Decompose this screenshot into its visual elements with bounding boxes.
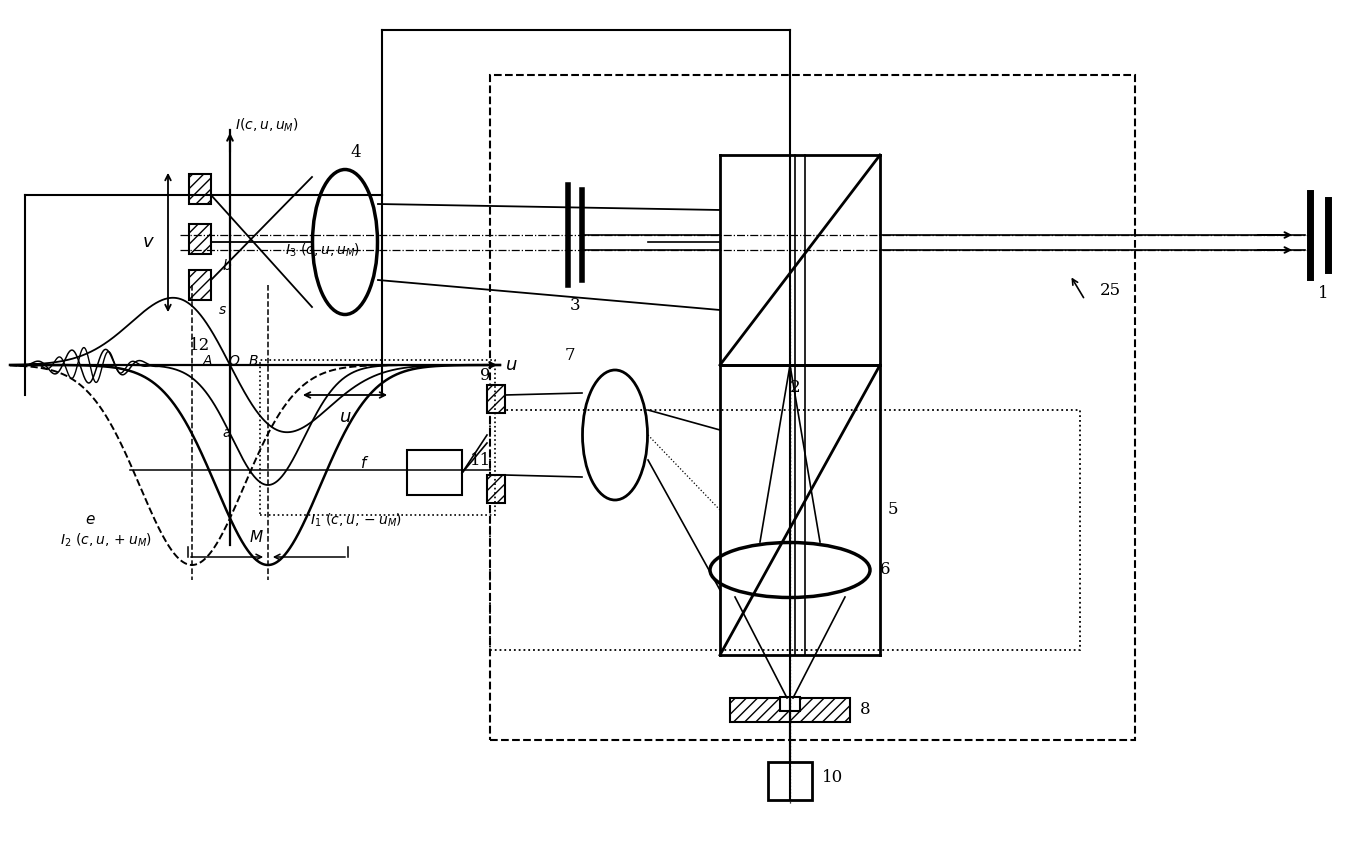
Text: 2: 2 xyxy=(790,379,801,396)
Bar xyxy=(487,385,505,413)
Text: 8: 8 xyxy=(860,701,871,718)
Text: $M$: $M$ xyxy=(249,529,263,545)
Text: 12: 12 xyxy=(189,337,211,353)
Bar xyxy=(189,270,211,300)
Bar xyxy=(189,224,211,254)
Text: 6: 6 xyxy=(880,562,890,579)
Text: $A$: $A$ xyxy=(203,354,214,368)
Bar xyxy=(260,360,496,515)
Text: $e$: $e$ xyxy=(85,513,96,527)
Text: $I_1\ (c, u, -u_M)$: $I_1\ (c, u, -u_M)$ xyxy=(309,511,402,528)
Text: 9: 9 xyxy=(479,367,490,384)
Text: $u$: $u$ xyxy=(505,356,517,374)
Text: $b$: $b$ xyxy=(222,257,233,273)
Text: 3: 3 xyxy=(570,297,580,314)
Text: 10: 10 xyxy=(821,769,843,786)
Bar xyxy=(490,410,1080,650)
Text: $I_2\ (c, u, +u_M)$: $I_2\ (c, u, +u_M)$ xyxy=(60,531,152,549)
Bar xyxy=(407,450,461,495)
Text: $u$: $u$ xyxy=(338,408,352,426)
Bar xyxy=(780,697,799,711)
Text: $I(c, u, u_M)$: $I(c, u, u_M)$ xyxy=(235,116,298,133)
Text: 7: 7 xyxy=(565,346,575,363)
Bar xyxy=(730,698,850,722)
Text: 1: 1 xyxy=(1318,285,1329,302)
Text: $f$: $f$ xyxy=(360,455,370,471)
Text: $s$: $s$ xyxy=(218,303,227,317)
Bar xyxy=(490,75,1135,740)
Text: 25: 25 xyxy=(1101,281,1121,298)
Bar xyxy=(487,475,505,503)
Text: 11: 11 xyxy=(470,451,491,469)
Bar xyxy=(768,762,812,800)
Text: 4: 4 xyxy=(350,144,360,161)
Bar xyxy=(189,174,211,204)
Text: $I_3\ (c, u, u_M)$: $I_3\ (c, u, u_M)$ xyxy=(285,241,360,259)
Text: $O$: $O$ xyxy=(229,354,241,368)
Text: 5: 5 xyxy=(888,502,898,518)
Text: $B$: $B$ xyxy=(248,354,259,368)
Text: $a$: $a$ xyxy=(222,426,231,440)
Text: $v$: $v$ xyxy=(141,233,155,251)
